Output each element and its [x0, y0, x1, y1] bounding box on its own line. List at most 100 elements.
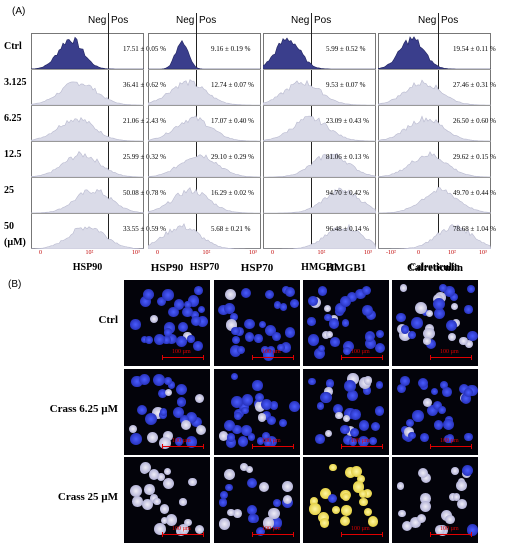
micrograph-0-2: 100 µm — [303, 280, 389, 366]
cell-nucleus — [417, 514, 427, 524]
tick-label: 10³ — [364, 250, 372, 256]
cell-nucleus — [279, 303, 288, 311]
percent-value: 5.99 ± 0.52 % — [326, 45, 366, 53]
cell-nucleus — [163, 328, 173, 337]
microscopy-column-hmgb1: HMGB1 — [325, 262, 367, 274]
histogram-curve — [263, 79, 376, 105]
cell-nucleus — [254, 334, 263, 343]
histogram-curve — [31, 189, 144, 213]
cell-nucleus — [314, 434, 325, 444]
histogram-3-1 — [378, 79, 491, 105]
micrograph-2-3: 100 µm — [392, 457, 478, 543]
cell-nucleus — [421, 472, 432, 483]
cell-nucleus — [347, 373, 360, 385]
cell-nucleus — [308, 296, 318, 306]
cell-nucleus — [223, 420, 235, 431]
cell-nucleus — [190, 311, 199, 319]
percent-value: 33.55 ± 0.59 % — [123, 225, 166, 233]
row-divider — [378, 177, 491, 178]
cell-nucleus — [425, 309, 434, 318]
column-label-hsp70: HSP70 — [189, 262, 220, 273]
percent-value: 19.54 ± 0.11 % — [453, 45, 496, 53]
cell-nucleus — [350, 409, 361, 420]
histogram-1-4 — [148, 187, 261, 213]
histogram-curve — [148, 223, 261, 249]
cell-nucleus — [267, 415, 277, 425]
cell-nucleus — [165, 514, 177, 526]
cell-nucleus — [128, 425, 137, 434]
histogram-curve — [148, 154, 261, 177]
histogram-curve — [263, 223, 376, 249]
row-divider — [31, 213, 144, 214]
cell-nucleus — [339, 515, 351, 526]
cell-nucleus — [159, 503, 170, 514]
row-label-3: 12.5 — [4, 149, 22, 160]
cell-nucleus — [163, 322, 176, 334]
cell-nucleus — [177, 397, 185, 406]
cell-nucleus — [241, 406, 249, 415]
cell-nucleus — [152, 407, 165, 419]
scale-bar — [252, 532, 294, 537]
cell-nucleus — [368, 437, 377, 445]
histogram-curve — [31, 150, 144, 177]
scale-bar-label: 100 µm — [262, 349, 281, 355]
tick-label: 0 — [271, 250, 274, 256]
microscopy-row-2: Crass 25 µM — [57, 491, 118, 503]
histogram-curve — [378, 79, 491, 105]
histogram-2-3 — [263, 152, 376, 177]
cell-nucleus — [400, 325, 410, 334]
percent-value: 21.06 ± 2.43 % — [123, 117, 166, 125]
cell-nucleus — [255, 401, 266, 412]
row-label-2: 6.25 — [4, 113, 22, 124]
cell-nucleus — [153, 374, 165, 387]
cell-nucleus — [248, 514, 257, 523]
cell-nucleus — [365, 310, 376, 321]
cell-nucleus — [357, 475, 366, 484]
cell-nucleus — [417, 378, 428, 389]
cell-nucleus — [237, 435, 249, 447]
cell-nucleus — [129, 484, 142, 497]
cell-nucleus — [442, 387, 453, 398]
histogram-3-2 — [378, 115, 491, 141]
histogram-3-5 — [378, 224, 491, 249]
micrograph-1-3: 100 µm — [392, 369, 478, 455]
cell-nucleus — [439, 284, 448, 292]
cell-nucleus — [417, 467, 429, 479]
cell-nucleus — [450, 467, 459, 476]
cell-nucleus — [141, 498, 153, 510]
scale-bar-label: 100 µm — [172, 526, 191, 532]
microscopy-row-1: Crass 6.25 µM — [49, 403, 118, 415]
cell-nucleus — [362, 305, 373, 316]
tick-label: -10² — [386, 250, 396, 256]
cell-nucleus — [309, 503, 321, 515]
cell-nucleus — [162, 289, 174, 301]
cell-nucleus — [370, 421, 380, 431]
cell-nucleus — [324, 429, 333, 438]
histogram-curve — [263, 187, 376, 213]
gate-pos-label: Pos — [111, 15, 129, 26]
scale-bar-label: 100 µm — [440, 438, 459, 444]
cell-nucleus — [172, 407, 184, 419]
cell-nucleus — [219, 490, 229, 500]
cell-nucleus — [420, 433, 429, 443]
cell-nucleus — [229, 345, 242, 357]
row-divider — [31, 177, 144, 178]
cell-nucleus — [455, 480, 467, 492]
histogram-1-1 — [148, 79, 261, 105]
cell-nucleus — [433, 420, 444, 430]
cell-nucleus — [364, 332, 375, 343]
histogram-2-2 — [263, 115, 376, 141]
row-divider — [378, 105, 491, 106]
cell-nucleus — [284, 327, 296, 338]
cell-nucleus — [375, 381, 384, 390]
cell-nucleus — [415, 301, 428, 314]
percent-value: 12.74 ± 0.07 % — [211, 81, 254, 89]
cell-nucleus — [218, 304, 229, 316]
cell-nucleus — [341, 505, 352, 516]
histogram-curve — [148, 187, 261, 213]
cell-nucleus — [153, 523, 166, 536]
cell-nucleus — [347, 390, 359, 402]
row-divider — [31, 141, 144, 142]
histogram-3-3 — [378, 151, 491, 177]
cell-nucleus — [144, 336, 153, 345]
